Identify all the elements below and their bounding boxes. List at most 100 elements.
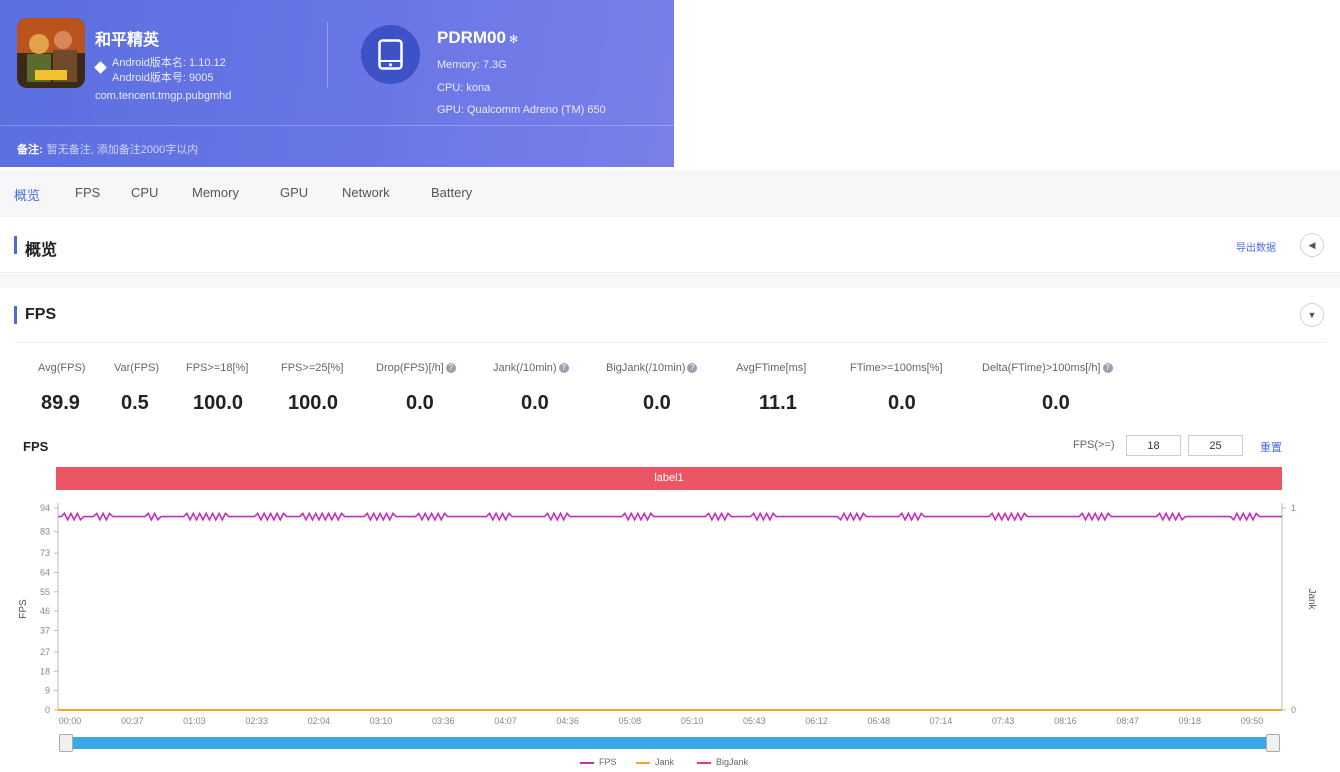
device-name: PDRM00 ✻ <box>437 28 519 47</box>
tab-memory[interactable]: Memory <box>192 185 239 200</box>
tab-gpu[interactable]: GPU <box>280 185 309 200</box>
legend-bigjank[interactable]: BigJank <box>697 757 748 767</box>
y-tick-label: 46 <box>40 606 50 616</box>
fps-series-line <box>58 511 1282 522</box>
x-tick-label: 07:14 <box>930 716 953 726</box>
stat-value: 11.1 <box>759 392 797 414</box>
stat-value: 0.5 <box>121 392 149 414</box>
x-tick-label: 08:16 <box>1054 716 1077 726</box>
device-cpu: CPU: kona <box>437 82 491 94</box>
y-tick-label: 37 <box>40 625 50 635</box>
collapse-button[interactable]: ◀ <box>1300 233 1324 257</box>
x-tick-label: 08:47 <box>1116 716 1139 726</box>
divider <box>327 22 328 88</box>
section-marker <box>14 236 17 254</box>
x-tick-label: 02:04 <box>308 716 331 726</box>
fps-chart: 0 9 18 27 37 46 55 64 73 83 94 0 1 FPS Jank 00:00 00:37 0… <box>18 503 1317 726</box>
stat-value: 0.0 <box>406 392 434 414</box>
expand-button[interactable]: ▼ <box>1300 303 1324 327</box>
threshold-label: FPS(>=) <box>1073 439 1115 451</box>
section-marker <box>14 306 17 324</box>
y-tick-label: 0 <box>45 705 50 715</box>
tablet-icon <box>361 25 420 84</box>
section-title: 概览 <box>25 242 58 259</box>
y-tick-label: 55 <box>40 587 50 597</box>
stat-label: Var(FPS) <box>114 362 160 374</box>
stat-value: 100.0 <box>193 392 244 414</box>
legend-fps[interactable]: FPS <box>580 757 617 767</box>
y2-tick-label: 0 <box>1291 705 1296 715</box>
device-memory: Memory: 7.3G <box>437 59 507 71</box>
chart-title: FPS <box>23 439 49 454</box>
stat-label: FTime>=100ms[%] <box>850 362 943 374</box>
stat-label: Jank(/10min)? <box>493 362 569 374</box>
app-version-code: Android版本号: 9005 <box>112 72 214 84</box>
note-label: 备注: <box>17 144 43 156</box>
x-tick-label: 09:18 <box>1179 716 1202 726</box>
tab-battery[interactable]: Battery <box>431 185 473 200</box>
legend-line <box>697 761 711 764</box>
stat-value: 0.0 <box>643 392 671 414</box>
reset-link[interactable]: 重置 <box>1260 442 1282 454</box>
stat-value: 0.0 <box>888 392 916 414</box>
x-tick-label: 04:36 <box>556 716 579 726</box>
android-icon: ✻ <box>508 34 519 46</box>
tab-bar: 概览 FPS CPU Memory GPU Network Battery <box>0 170 1340 217</box>
tab-cpu[interactable]: CPU <box>131 185 159 200</box>
x-tick-label: 03:10 <box>370 716 393 726</box>
range-slider-track[interactable] <box>66 737 1266 749</box>
legend-jank[interactable]: Jank <box>636 757 674 767</box>
stat-value: 0.0 <box>1042 392 1070 414</box>
stat-label: FPS>=18[%] <box>186 362 249 374</box>
stat-label: Avg(FPS) <box>38 362 86 374</box>
x-tick-label: 02:33 <box>245 716 268 726</box>
x-tick-label: 06:48 <box>867 716 890 726</box>
y-tick-label: 94 <box>40 503 50 513</box>
export-data-link[interactable]: 导出数据 <box>1236 243 1276 254</box>
threshold-input-2[interactable] <box>1188 435 1243 456</box>
divider <box>0 125 674 126</box>
triangle-left-icon: ◀ <box>1308 240 1316 250</box>
info-icon[interactable]: ? <box>1102 363 1113 374</box>
range-slider-left-handle[interactable] <box>59 734 73 752</box>
stat-label: BigJank(/10min)? <box>606 362 698 374</box>
app-info-card: 和平精英 Android版本名: 1.10.12 Android版本号: 900… <box>0 0 674 167</box>
y2-axis-title: Jank <box>1306 588 1317 610</box>
tab-fps[interactable]: FPS <box>75 185 101 200</box>
legend-line <box>636 761 650 764</box>
overview-section: 概览 导出数据 ◀ <box>0 219 1340 273</box>
stat-value: 0.0 <box>521 392 549 414</box>
android-icon <box>94 61 107 74</box>
y-tick-label: 18 <box>40 666 50 676</box>
app-version-name: Android版本名: 1.10.12 <box>112 57 226 69</box>
device-gpu: GPU: Qualcomm Adreno (TM) 650 <box>437 104 606 116</box>
info-icon[interactable]: ? <box>687 363 698 374</box>
threshold-input-1[interactable] <box>1126 435 1181 456</box>
tab-overview[interactable]: 概览 <box>14 188 41 203</box>
x-tick-label: 05:08 <box>619 716 642 726</box>
stat-value: 89.9 <box>41 392 80 414</box>
x-tick-label: 05:10 <box>681 716 704 726</box>
note[interactable]: 备注: 暂无备注, 添加备注2000字以内 <box>17 141 198 157</box>
x-tick-label: 04:07 <box>494 716 517 726</box>
tab-network[interactable]: Network <box>342 185 390 200</box>
x-tick-label: 00:00 <box>59 716 82 726</box>
x-tick-label: 00:37 <box>121 716 144 726</box>
range-slider-right-handle[interactable] <box>1266 734 1280 752</box>
stat-label: Drop(FPS)[/h]? <box>376 362 456 374</box>
legend-line <box>580 761 594 764</box>
x-tick-label: 05:43 <box>743 716 766 726</box>
y-tick-label: 73 <box>40 548 50 558</box>
y2-tick-label: 1 <box>1291 503 1296 513</box>
info-icon[interactable]: ? <box>445 363 456 374</box>
app-icon <box>17 18 85 88</box>
info-icon[interactable]: ? <box>558 363 569 374</box>
app-package: com.tencent.tmgp.pubgmhd <box>95 90 232 102</box>
stat-value: 100.0 <box>288 392 339 414</box>
x-tick-label: 06:12 <box>805 716 828 726</box>
section-gap <box>0 274 1340 288</box>
label-bar[interactable]: label1 <box>56 467 1282 490</box>
y-tick-label: 64 <box>40 567 50 577</box>
stat-label: FPS>=25[%] <box>281 362 344 374</box>
stat-label: AvgFTime[ms] <box>736 362 807 374</box>
